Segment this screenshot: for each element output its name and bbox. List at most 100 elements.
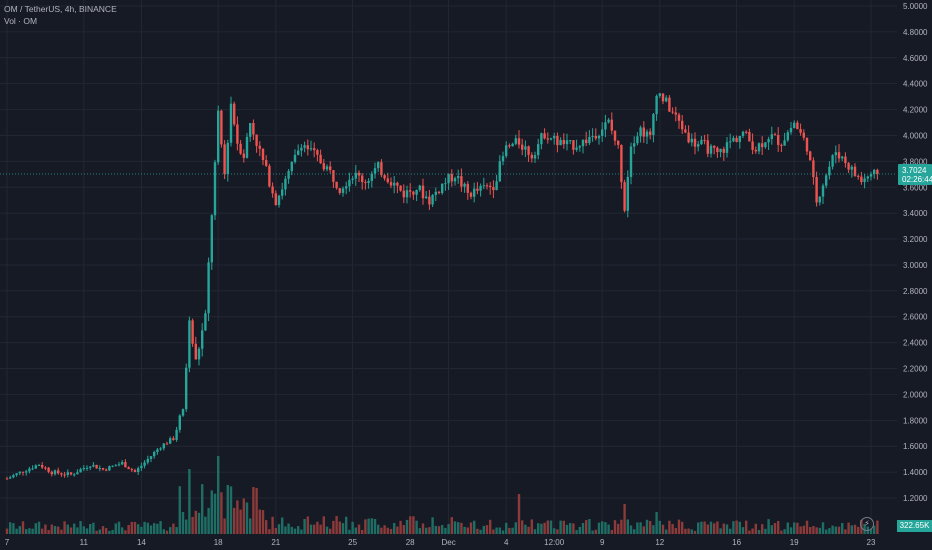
volume-bar [546, 520, 549, 534]
volume-bar [505, 522, 508, 534]
candle-body [847, 163, 850, 170]
volume-bar [492, 529, 495, 534]
price-axis[interactable]: 5.0000 4.8000 4.6000 4.4000 4.2000 4.0000 3.80… [903, 2, 928, 503]
candle-body [735, 137, 738, 142]
candle-body [866, 176, 869, 179]
volume-bar [869, 529, 873, 534]
candle-body [117, 464, 121, 466]
volume-bar [463, 526, 466, 534]
candle-body [703, 139, 706, 141]
candle-body [92, 464, 95, 467]
candle-body [693, 138, 697, 147]
candle-body [284, 178, 287, 190]
volume-bar [255, 488, 258, 534]
candle-body [572, 140, 575, 150]
candle-body [444, 183, 447, 185]
volume-bar [21, 521, 25, 534]
price-tick-label: 2.6000 [903, 313, 928, 322]
volume-bar [828, 528, 831, 534]
candle-body [95, 464, 98, 469]
candle-body [553, 135, 556, 139]
candle-body [844, 156, 847, 164]
volume-bar [764, 528, 767, 534]
candle-body [172, 438, 175, 440]
volume-bar [591, 530, 594, 534]
candle-body [517, 138, 521, 145]
time-tick-label: 12 [655, 538, 664, 547]
candle-body [245, 136, 249, 158]
volume-bar [642, 526, 645, 534]
candle-body [268, 165, 271, 187]
volume-bar [857, 526, 860, 534]
symbol-title[interactable]: OM / TetherUS, 4h, BINANCE [4, 4, 117, 14]
volume-bar [556, 529, 559, 534]
price-tick-label: 1.2000 [903, 494, 928, 503]
volume-bar [386, 527, 389, 534]
volume-bar [117, 521, 121, 534]
candle-body [156, 449, 159, 452]
volume-bar [434, 525, 437, 534]
volume-bar [111, 529, 114, 534]
candle-body [108, 466, 111, 471]
volume-bar [786, 522, 789, 534]
volume-bar [578, 526, 581, 534]
candle-body [316, 150, 319, 155]
candle-body [393, 182, 396, 186]
volume-bar [668, 520, 671, 534]
candle-body [764, 142, 767, 148]
candle-body [546, 138, 549, 140]
candle-body [789, 127, 793, 133]
candle-body [37, 465, 41, 467]
volume-bar [703, 521, 706, 534]
candle-body [668, 97, 671, 112]
volume-bar [639, 522, 642, 534]
volume-bar [498, 527, 501, 534]
candle-body [329, 166, 332, 171]
volume-bar [300, 529, 303, 534]
candle-body [114, 465, 117, 467]
volume-bar [92, 522, 95, 534]
volume-bar [98, 529, 101, 534]
candle-body [303, 145, 306, 148]
volume-bar [95, 530, 98, 534]
candle-body [837, 152, 841, 159]
candle-body [425, 196, 428, 199]
volume-bar [316, 521, 319, 534]
candle-body [773, 134, 777, 136]
volume-bar [671, 523, 674, 534]
volume-bar [684, 528, 687, 534]
volume-bar [357, 524, 361, 534]
time-axis[interactable]: 7 11 14 18 21 25 28 Dec 4 12:00 9 12 16 19 23 [5, 538, 876, 547]
volume-bar [60, 529, 63, 534]
volume-bar [841, 522, 844, 534]
lightning-icon[interactable]: ⚡ [860, 517, 874, 531]
volume-bar [735, 520, 738, 534]
volume-indicator-label[interactable]: Vol · OM [4, 16, 38, 26]
candle-body [607, 119, 610, 123]
volume-bar [831, 525, 834, 534]
volume-bar [722, 523, 725, 534]
volume-bar [85, 528, 89, 534]
volume-bar [594, 529, 597, 534]
volume-bar [681, 521, 684, 534]
candle-body [25, 471, 28, 473]
last-price-value: 3.7024 [902, 166, 927, 175]
candle-body [405, 190, 409, 198]
candle-body [537, 144, 540, 156]
candle-body [197, 348, 201, 360]
price-tick-label: 3.0000 [903, 261, 928, 270]
time-tick-label: 9 [600, 538, 605, 547]
candle-body [335, 181, 338, 189]
volume-bar [210, 490, 213, 534]
volume-bar [543, 522, 546, 534]
time-tick-label: 19 [790, 538, 799, 547]
volume-bar [226, 485, 229, 534]
volume-bar [693, 530, 697, 534]
volume-bar [818, 527, 821, 534]
candle-body [706, 140, 709, 154]
candle-body [441, 183, 444, 193]
candle-body [722, 148, 725, 153]
volume-bar [447, 524, 450, 534]
volume-bar [745, 520, 748, 534]
